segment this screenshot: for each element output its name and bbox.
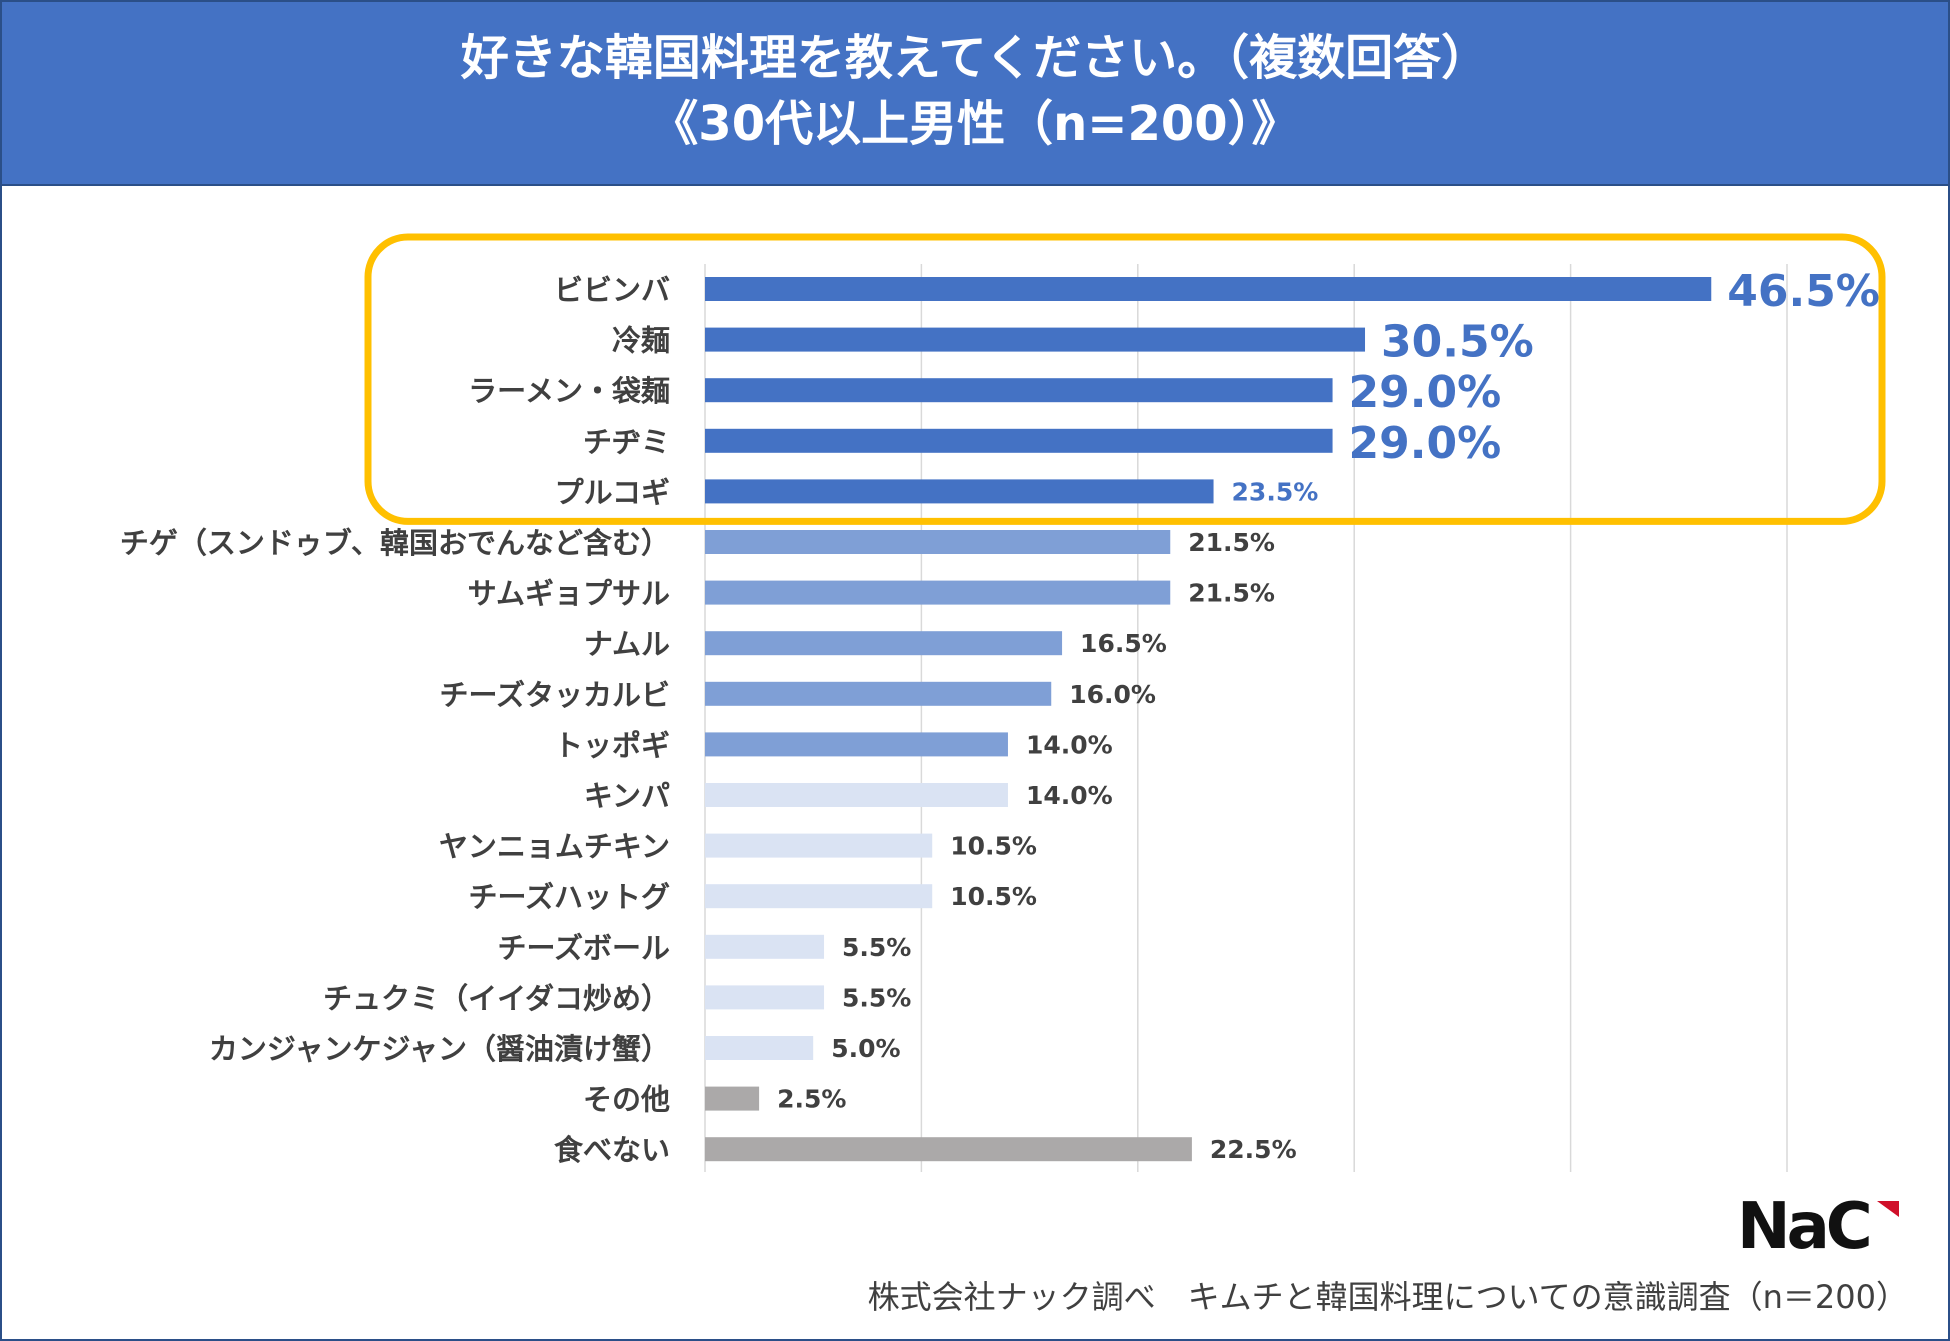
category-label: チゲ（スンドゥブ、韓国おでんなど含む）	[120, 526, 670, 560]
bar	[705, 479, 1214, 504]
category-label: チュクミ（イイダコ炒め）	[323, 981, 670, 1015]
bar	[705, 1137, 1192, 1162]
bar	[705, 631, 1063, 656]
category-label: その他	[583, 1083, 670, 1117]
bar	[705, 277, 1712, 301]
header-banner: 好きな韓国料理を教えてください。（複数回答） 《30代以上男性（n=200）》	[2, 2, 1948, 186]
highlight-box	[364, 233, 1886, 525]
bar	[705, 732, 1008, 757]
data-label: 46.5%	[1727, 266, 1880, 317]
bar	[705, 985, 825, 1010]
category-label: サムギョプサル	[468, 577, 670, 611]
data-label: 5.5%	[842, 933, 911, 962]
bar	[705, 1086, 760, 1111]
source-note: 株式会社ナック調べ キムチと韓国料理についての意識調査（n＝200）	[867, 1278, 1908, 1316]
data-label: 5.5%	[842, 983, 911, 1012]
logo-text: NaC	[1737, 1190, 1873, 1264]
bar	[705, 378, 1333, 403]
category-label: 食べない	[554, 1133, 670, 1167]
chart-subtitle: 《30代以上男性（n=200）》	[650, 96, 1300, 152]
bar	[705, 530, 1171, 554]
data-label: 2.5%	[777, 1085, 846, 1114]
category-label: ナムル	[584, 627, 670, 661]
data-label: 21.5%	[1188, 528, 1275, 557]
category-label: プルコギ	[555, 475, 670, 509]
data-label: 23.5%	[1232, 477, 1319, 506]
category-label: チーズボール	[497, 931, 670, 965]
bar	[705, 1036, 814, 1060]
bar	[705, 681, 1052, 706]
bar	[705, 783, 1008, 807]
category-label: キンパ	[584, 779, 670, 813]
data-label: 10.5%	[950, 882, 1037, 911]
data-label: 14.0%	[1026, 781, 1113, 810]
data-label: 10.5%	[950, 832, 1037, 861]
bar	[705, 580, 1171, 605]
category-label: チーズハットグ	[468, 880, 670, 914]
chart-title: 好きな韓国料理を教えてください。（複数回答）	[460, 30, 1490, 86]
category-label: ヤンニョムチキン	[439, 830, 670, 864]
category-label: トッポギ	[554, 728, 670, 762]
data-label: 16.5%	[1080, 629, 1167, 658]
bar	[705, 833, 933, 858]
bar	[705, 934, 825, 959]
data-label: 5.0%	[831, 1034, 900, 1063]
data-label: 16.0%	[1069, 680, 1156, 709]
category-label: チーズタッカルビ	[439, 678, 670, 712]
data-label: 22.5%	[1210, 1135, 1297, 1164]
category-label: チヂミ	[583, 425, 670, 459]
data-label: 21.5%	[1188, 579, 1275, 608]
category-label: カンジャンケジャン（醤油漬け蟹）	[209, 1032, 670, 1066]
data-label: 30.5%	[1381, 317, 1534, 368]
category-label: ビビンバ	[554, 273, 670, 307]
data-label: 14.0%	[1026, 730, 1113, 759]
nac-logo: NaC	[1737, 1195, 1907, 1259]
category-label: 冷麺	[612, 324, 670, 358]
category-label: ラーメン・袋麺	[468, 374, 670, 408]
logo-accent-mark	[1877, 1201, 1899, 1217]
bar	[705, 428, 1333, 453]
data-label: 29.0%	[1349, 418, 1502, 469]
bar	[705, 884, 933, 909]
bar	[705, 327, 1366, 352]
data-label: 29.0%	[1349, 367, 1502, 418]
